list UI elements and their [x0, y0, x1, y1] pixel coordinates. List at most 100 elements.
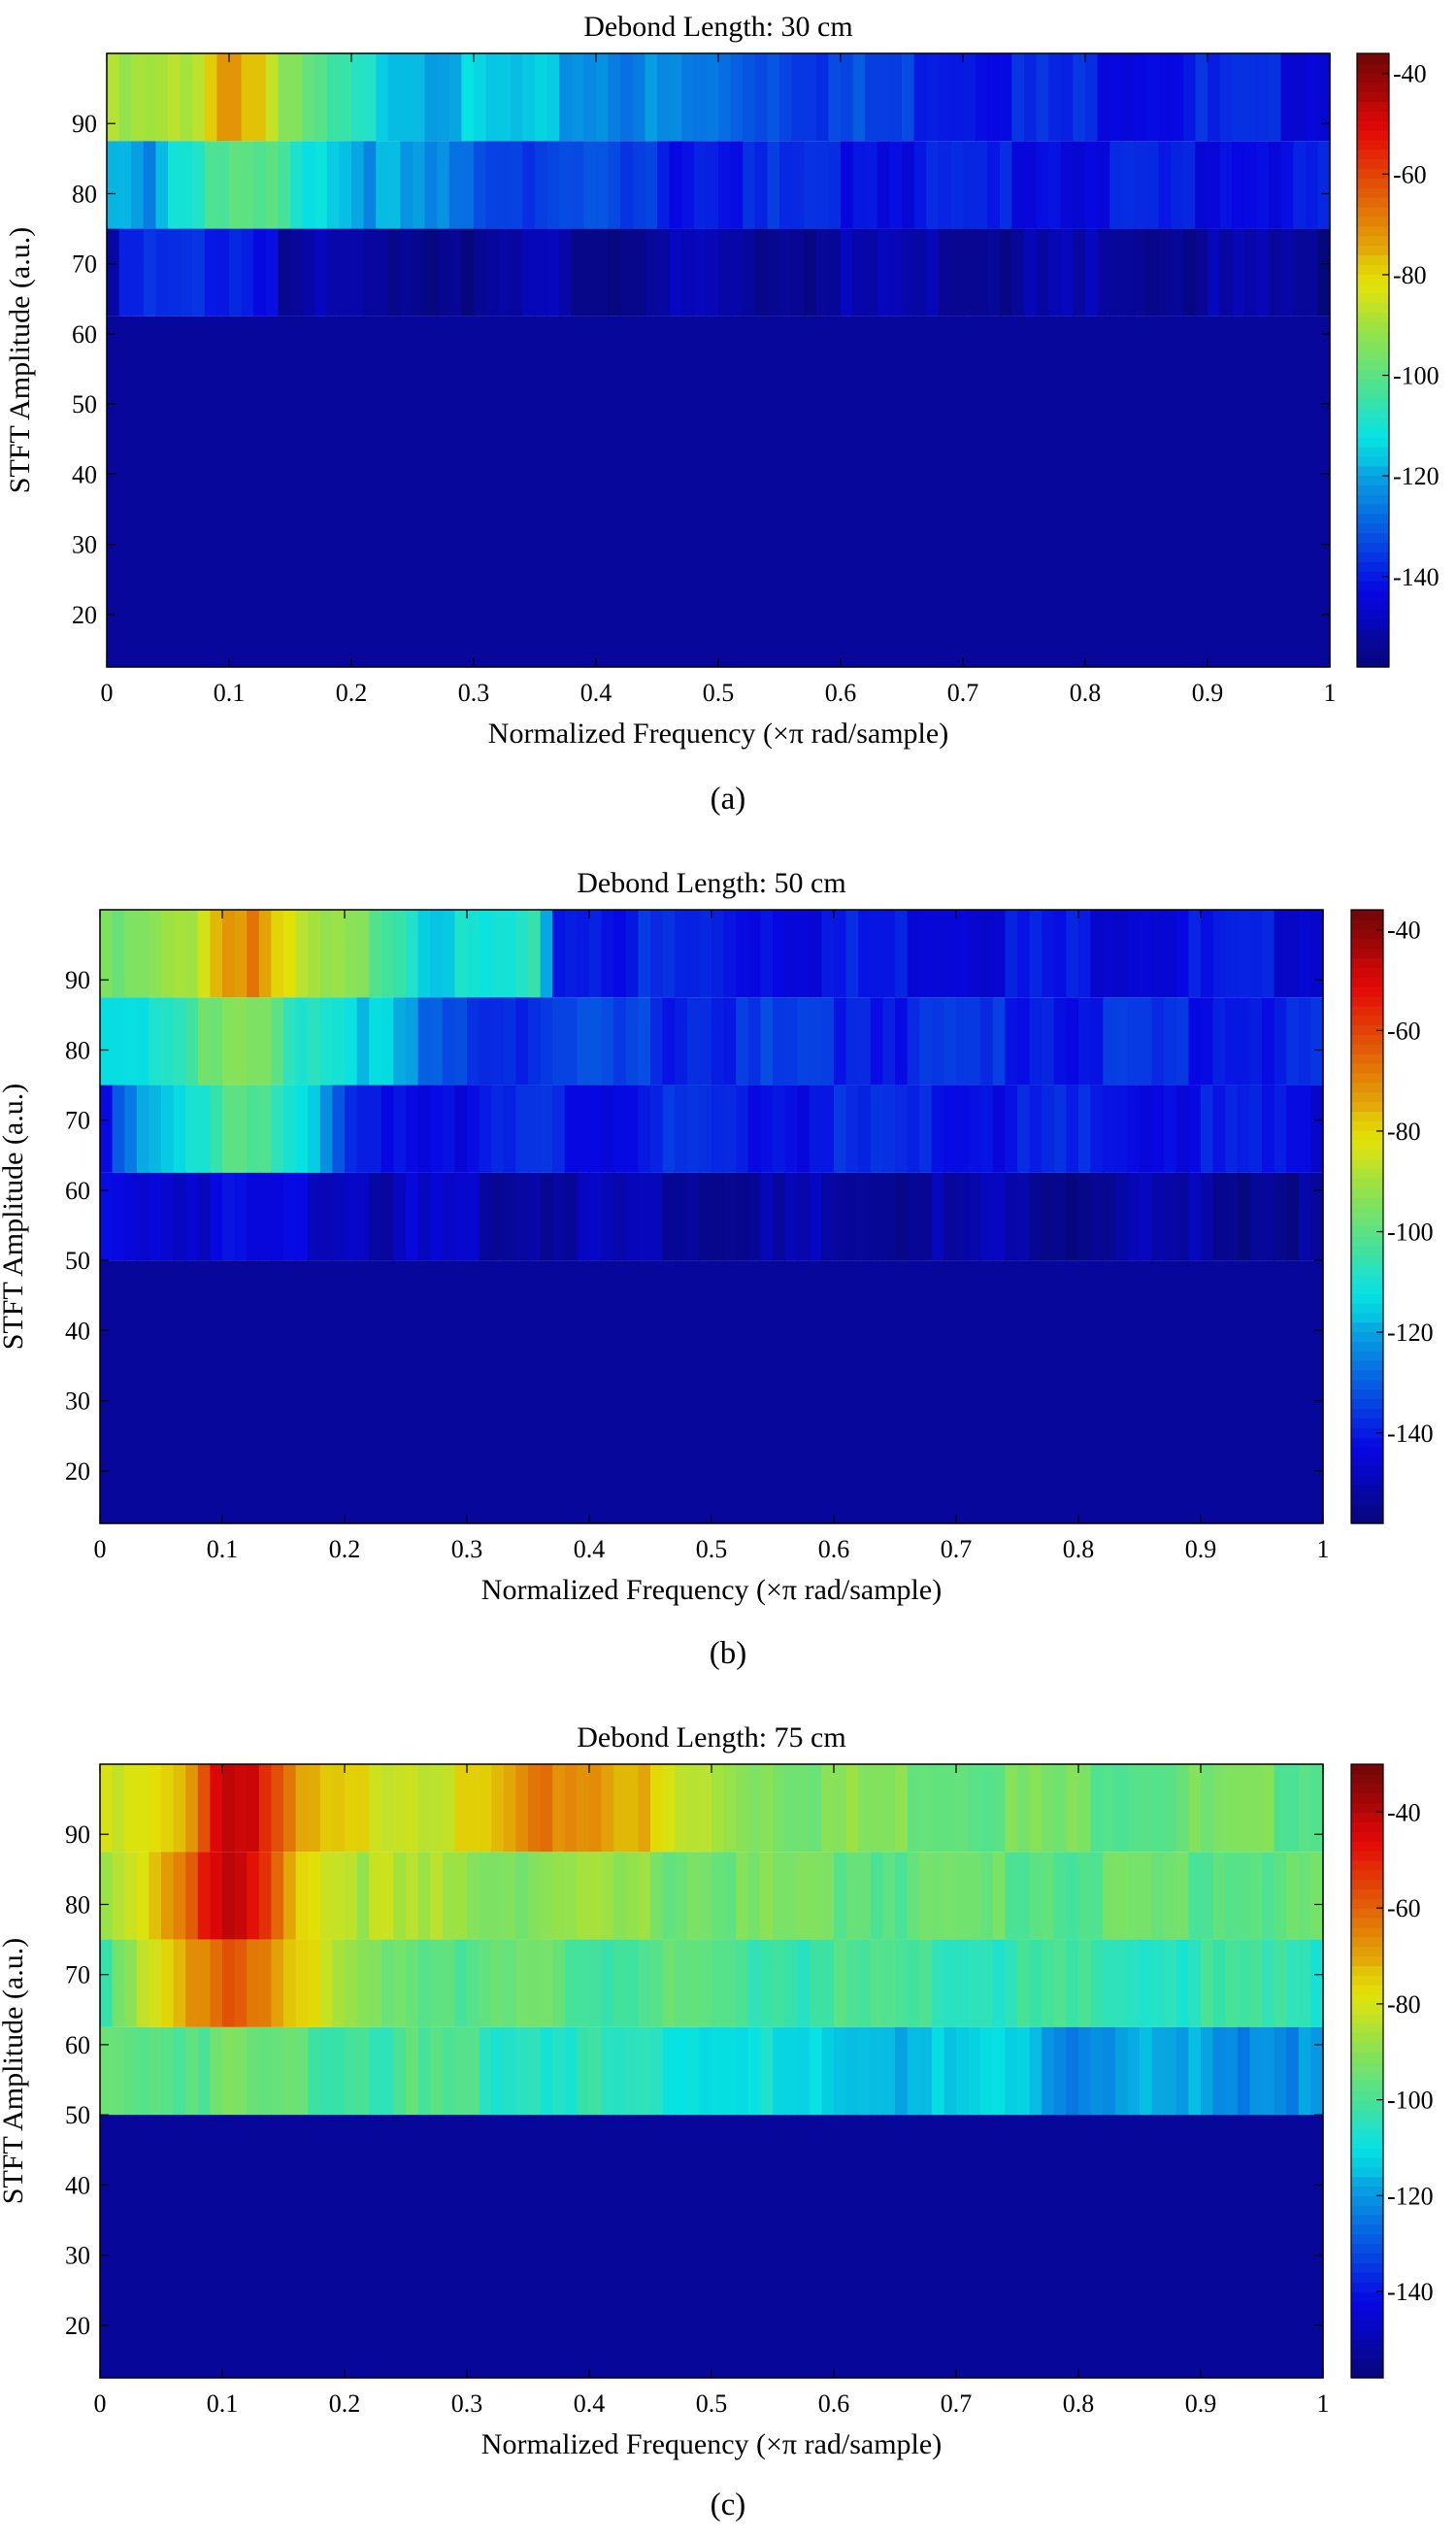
- heatmap-cell: [136, 2026, 149, 2116]
- heatmap-cell: [638, 1260, 651, 1523]
- heatmap-cell: [1208, 53, 1221, 142]
- heatmap-cell: [498, 53, 512, 142]
- heatmap-cell: [351, 316, 365, 667]
- heatmap-cell: [1175, 1764, 1189, 1853]
- heatmap-cell: [319, 2115, 333, 2378]
- heatmap-cell: [1237, 1260, 1250, 1523]
- heatmap-cell: [1140, 1852, 1153, 1940]
- heatmap-cell: [528, 1085, 542, 1173]
- heatmap-cell: [258, 1764, 272, 1853]
- heatmap-cell: [747, 1852, 761, 1940]
- heatmap-cell: [1225, 2115, 1239, 2378]
- y-tick-label: 90: [72, 110, 97, 138]
- heatmap-cell: [161, 1260, 175, 1523]
- heatmap-cell: [437, 53, 450, 142]
- heatmap-cell: [546, 316, 560, 667]
- y-tick-label: 20: [65, 1457, 90, 1486]
- heatmap-cell: [821, 2026, 835, 2116]
- heatmap-cell: [1219, 316, 1233, 667]
- heatmap-cell: [149, 1764, 162, 1853]
- heatmap-cell: [369, 997, 382, 1086]
- heatmap-cell: [1175, 1852, 1189, 1940]
- heatmap-cell: [980, 1764, 994, 1853]
- heatmap-cell: [1175, 910, 1189, 998]
- x-tick-label: 0.8: [1063, 1535, 1095, 1563]
- heatmap-cell: [479, 997, 492, 1086]
- colorbar-swatch: [1351, 1063, 1383, 1074]
- heatmap-cell: [180, 228, 193, 317]
- heatmap-cell: [430, 997, 444, 1086]
- heatmap-cell: [980, 2115, 994, 2378]
- heatmap-cell: [699, 1852, 712, 1940]
- heatmap-cell: [417, 1260, 431, 1523]
- heatmap-cell: [773, 1852, 786, 1940]
- heatmap-cell: [1269, 228, 1282, 317]
- colorbar-tick-label: -40: [1393, 60, 1427, 88]
- heatmap-cell: [1249, 997, 1263, 1086]
- heatmap-cell: [124, 2026, 138, 2116]
- heatmap-cell: [515, 2026, 529, 2116]
- heatmap-cell: [442, 2115, 455, 2378]
- colorbar-swatch: [1357, 53, 1389, 64]
- heatmap-cell: [1249, 1260, 1263, 1523]
- heatmap-cell: [1140, 1085, 1153, 1173]
- heatmap-cell: [168, 228, 182, 317]
- heatmap-cell: [1305, 228, 1318, 317]
- colorbar-swatch: [1357, 628, 1389, 639]
- heatmap-cell: [999, 53, 1012, 142]
- heatmap-cell: [1182, 316, 1196, 667]
- heatmap-cell: [1164, 1764, 1177, 1853]
- x-tick-label: 0.8: [1070, 679, 1102, 707]
- heatmap-cell: [1293, 316, 1307, 667]
- heatmap-cell: [882, 2115, 896, 2378]
- heatmap-cell: [1151, 1764, 1165, 1853]
- colorbar-swatch: [1357, 331, 1389, 342]
- colorbar-swatch: [1357, 561, 1389, 572]
- heatmap-cell: [1151, 1260, 1165, 1523]
- colorbar-tick-label: -140: [1387, 1420, 1434, 1448]
- colorbar-swatch: [1357, 437, 1389, 448]
- heatmap-cell: [437, 228, 450, 317]
- heatmap-cell: [552, 2026, 566, 2116]
- heatmap-cell: [845, 1939, 859, 2027]
- heatmap-cell: [1298, 1172, 1311, 1261]
- colorbar-swatch: [1351, 1091, 1383, 1103]
- colorbar-swatch: [1357, 149, 1389, 160]
- heatmap-cell: [442, 997, 455, 1086]
- heatmap-cell: [393, 2115, 407, 2378]
- colorbar-swatch: [1357, 62, 1389, 74]
- colorbar-swatch: [1351, 2224, 1383, 2235]
- heatmap-cell: [662, 1939, 676, 2027]
- heatmap-cell: [1201, 1764, 1214, 1853]
- heatmap-cell: [271, 1085, 284, 1173]
- colorbar-swatch: [1351, 1168, 1383, 1180]
- colorbar-swatch: [1351, 2358, 1383, 2369]
- colorbar-tick-label: -100: [1393, 362, 1439, 390]
- heatmap-cell: [589, 1172, 603, 1261]
- heatmap-cell: [564, 1172, 578, 1261]
- x-tick-label: 0.5: [696, 1535, 728, 1563]
- heatmap-cell: [552, 1085, 566, 1173]
- heatmap-cell: [1042, 1939, 1055, 2027]
- heatmap-cell: [577, 1085, 590, 1173]
- heatmap-cell: [222, 2026, 236, 2116]
- heatmap-cell: [1237, 910, 1250, 998]
- y-tick-label: 50: [65, 2101, 90, 2129]
- heatmap-cell: [699, 1764, 712, 1853]
- heatmap-cell: [992, 997, 1006, 1086]
- heatmap-cell: [461, 141, 475, 229]
- heatmap-cell: [956, 2115, 970, 2378]
- heatmap-cell: [681, 228, 695, 317]
- heatmap-cell: [1053, 1172, 1067, 1261]
- heatmap-cell: [980, 1260, 994, 1523]
- heatmap-cell: [1158, 53, 1172, 142]
- heatmap-cell: [1243, 316, 1257, 667]
- heatmap-cell: [809, 1260, 822, 1523]
- heatmap-cell: [161, 1172, 175, 1261]
- heatmap-cell: [747, 1764, 761, 1853]
- y-tick-label: 80: [72, 180, 97, 208]
- heatmap-cell: [1256, 228, 1270, 317]
- heatmap-cell: [528, 1260, 542, 1523]
- colorbar-tick-label: -120: [1387, 1319, 1434, 1347]
- heatmap-cell: [1078, 997, 1092, 1086]
